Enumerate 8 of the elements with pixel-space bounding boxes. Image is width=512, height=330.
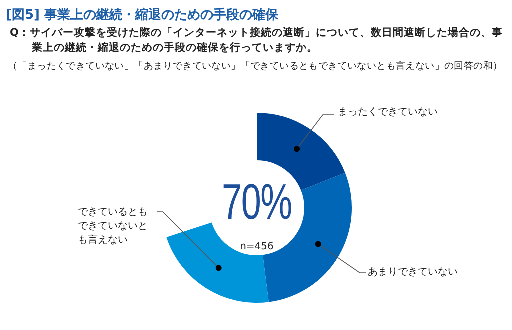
chart-title: [図5] 事業上の継続・縮退のための手段の確保 (6, 6, 278, 24)
chart-subtitle: Q：サイバー攻撃を受けた際の「インターネット接続の遮断」について、数日間遮断した場合の、事業上の継続・縮退のための手段の確保を行っていますか。 (10, 26, 504, 56)
text: 70% (222, 173, 292, 231)
text: n=456 (240, 242, 274, 252)
slice-label: まったくできていない (338, 106, 438, 120)
text: （「まったくできていない」「あまりできていない」「できているともできていないとも言えない」の回答の和） (8, 60, 503, 73)
slice-label: あまりできていない (368, 266, 458, 280)
slice-label: できているともできていないとも言えない (78, 206, 149, 248)
